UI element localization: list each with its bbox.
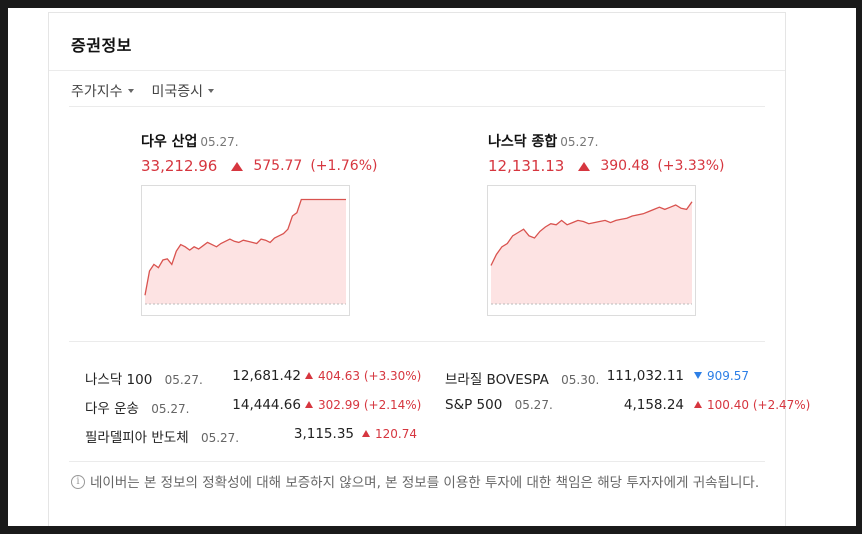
triangle-up-icon: [231, 161, 244, 171]
index-percent: (+1.76%): [310, 158, 378, 174]
tab-bar: 주가지수 미국증시: [71, 81, 215, 101]
index-change: 575.77: [253, 158, 303, 174]
triangle-up-icon: [305, 401, 313, 408]
page-frame: 증권정보 주가지수 미국증시 다우 산업 05.27. 33,212.96 575…: [8, 8, 856, 526]
index-change: 390.48: [600, 158, 650, 174]
triangle-down-icon: [694, 372, 702, 379]
item-date: 05.27.: [200, 431, 240, 445]
card-title: 증권정보: [71, 36, 132, 55]
index-date: 05.27.: [200, 135, 239, 149]
item-percent: (+2.47%): [752, 398, 811, 412]
tab-us-market[interactable]: 미국증시: [152, 81, 215, 101]
item-date: 05.27.: [164, 373, 203, 387]
disclaimer: i 네이버는 본 정보의 정확성에 대해 보증하지 않으며, 본 정보를 이용한…: [71, 473, 771, 493]
index-chart-nasdaq[interactable]: [487, 185, 696, 316]
item-name: 필라델피아 반도체: [85, 430, 189, 446]
index-percent: (+3.33%): [657, 158, 725, 174]
divider: [49, 70, 785, 71]
item-change-group: 302.99 (+2.14%): [305, 398, 421, 412]
chart-line: [144, 198, 346, 296]
item-change: 100.40: [707, 398, 749, 412]
list-item-sp500[interactable]: S&P 500 05.27. 4,158.24 100.40 (+2.47%): [445, 397, 810, 413]
stock-info-card: 증권정보 주가지수 미국증시 다우 산업 05.27. 33,212.96 575…: [48, 12, 810, 526]
item-name: S&P 500: [445, 397, 503, 413]
item-change-group: 404.63 (+3.30%): [305, 369, 421, 383]
list-item-bovespa[interactable]: 브라질 BOVESPA 05.30. 111,032.11 909.57: [445, 368, 775, 388]
tab-label: 주가지수: [71, 84, 123, 100]
chart-area: [145, 199, 346, 304]
divider: [69, 341, 765, 342]
index-name: 나스닥 종합: [488, 134, 558, 150]
index-summary-nasdaq[interactable]: 나스닥 종합 05.27. 12,131.13 390.48 (+3.33%): [488, 131, 724, 175]
tab-stock-index[interactable]: 주가지수: [71, 81, 134, 101]
index-chart-dow[interactable]: [141, 185, 350, 316]
item-date: 05.30.: [561, 373, 600, 387]
item-change: 909.57: [707, 369, 749, 383]
item-change: 120.74: [375, 427, 417, 441]
tab-label: 미국증시: [151, 84, 204, 100]
list-item-philly-semi[interactable]: 필라델피아 반도체 05.27. 3,115.35 120.74: [85, 426, 425, 446]
disclaimer-text: 네이버는 본 정보의 정확성에 대해 보증하지 않으며, 본 정보를 이용한 투…: [90, 475, 760, 491]
triangle-up-icon: [694, 401, 702, 408]
item-change-group: 909.57: [694, 369, 749, 383]
triangle-up-icon: [578, 161, 591, 171]
item-percent: (+3.30%): [363, 369, 422, 383]
index-value: 33,212.96: [141, 157, 218, 175]
triangle-up-icon: [305, 372, 313, 379]
item-name: 나스닥 100: [85, 372, 153, 388]
chevron-down-icon: [127, 89, 134, 93]
chart-area: [491, 201, 692, 304]
list-item-dow-transport[interactable]: 다우 운송 05.27. 14,444.66 302.99 (+2.14%): [85, 397, 425, 417]
index-summary-dow[interactable]: 다우 산업 05.27. 33,212.96 575.77 (+1.76%): [141, 131, 377, 175]
index-date: 05.27.: [560, 135, 599, 149]
item-change-group: 100.40 (+2.47%): [694, 398, 810, 412]
item-price: 12,681.42: [232, 368, 301, 384]
chart-svg: [144, 198, 346, 305]
divider: [69, 461, 765, 462]
chevron-down-icon: [208, 89, 215, 93]
divider: [69, 106, 765, 107]
item-change: 404.63: [318, 369, 360, 383]
item-price: 111,032.11: [606, 368, 684, 384]
item-price: 3,115.35: [293, 426, 354, 442]
info-icon: i: [71, 475, 85, 489]
item-price: 14,444.66: [232, 397, 301, 413]
chart-svg: [490, 201, 693, 305]
item-change-group: 120.74: [362, 427, 417, 441]
item-date: 05.27.: [151, 402, 190, 416]
item-change: 302.99: [318, 398, 360, 412]
chart-line: [490, 201, 693, 266]
index-value: 12,131.13: [488, 157, 565, 175]
item-price: 4,158.24: [623, 397, 684, 413]
item-date: 05.27.: [514, 398, 553, 412]
triangle-up-icon: [362, 430, 370, 437]
item-name: 브라질 BOVESPA: [445, 372, 549, 388]
item-name: 다우 운송: [85, 401, 139, 417]
item-percent: (+2.14%): [363, 398, 422, 412]
list-item-nasdaq100[interactable]: 나스닥 100 05.27. 12,681.42 404.63 (+3.30%): [85, 368, 425, 388]
index-name: 다우 산업: [141, 134, 198, 150]
